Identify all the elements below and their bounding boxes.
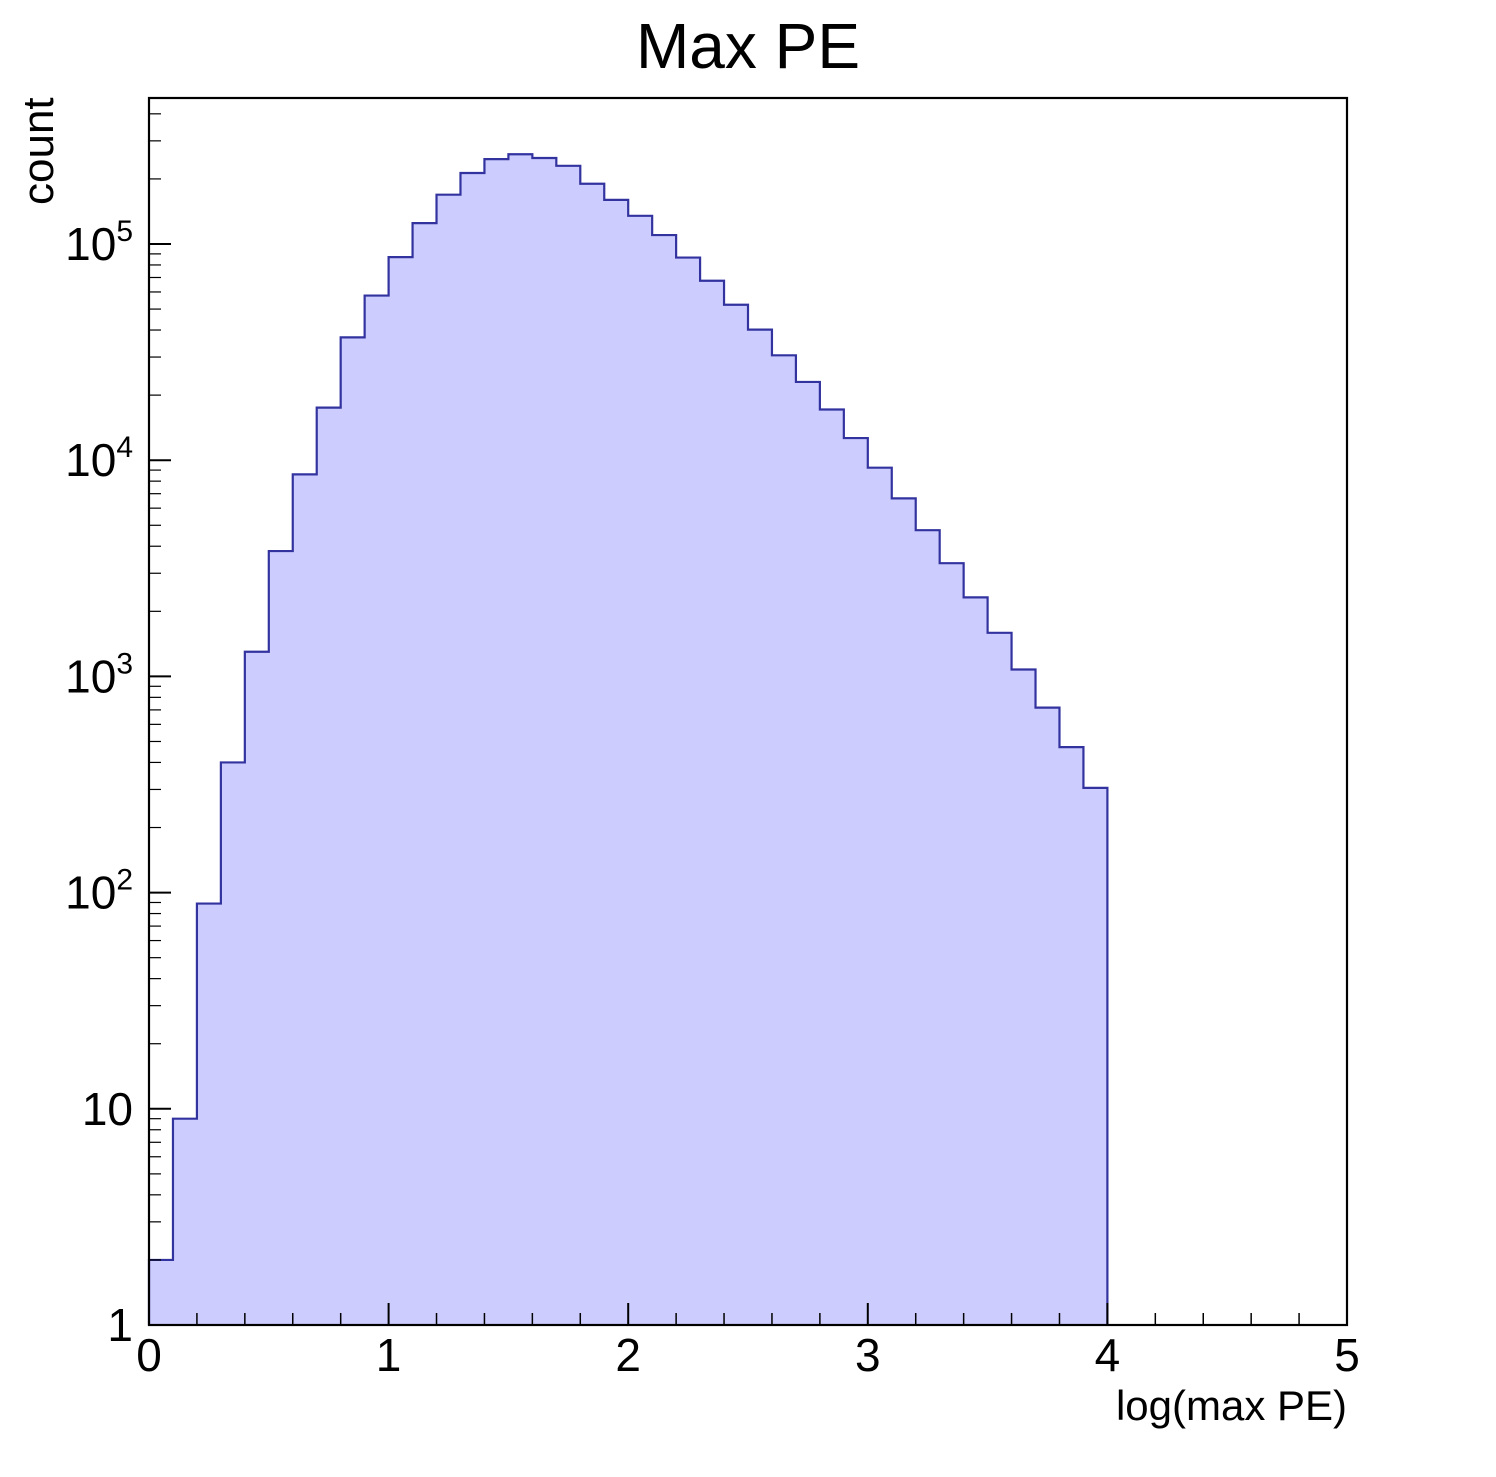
svg-text:10: 10 <box>82 1083 133 1135</box>
svg-text:5: 5 <box>1334 1329 1360 1381</box>
svg-text:1: 1 <box>376 1329 402 1381</box>
svg-text:2: 2 <box>615 1329 641 1381</box>
svg-text:Max PE: Max PE <box>636 10 860 82</box>
svg-text:4: 4 <box>1095 1329 1121 1381</box>
svg-text:3: 3 <box>855 1329 881 1381</box>
svg-text:count: count <box>14 97 63 205</box>
svg-text:1: 1 <box>107 1299 133 1351</box>
svg-text:0: 0 <box>136 1329 162 1381</box>
svg-text:log(max PE): log(max PE) <box>1116 1382 1347 1429</box>
